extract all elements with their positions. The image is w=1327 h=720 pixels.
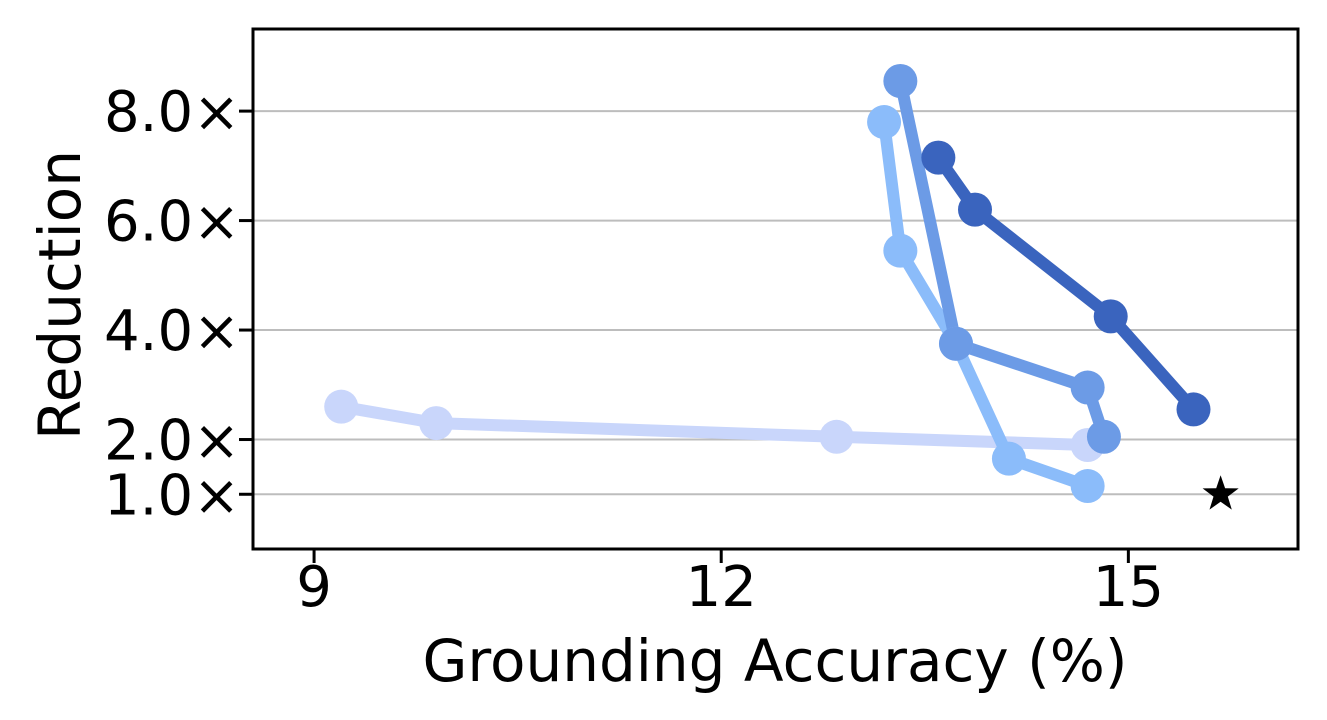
data-point [324, 389, 359, 424]
gridlines [253, 110, 1298, 496]
reference-star-marker [1202, 475, 1239, 510]
x-tick-label: 15 [1093, 555, 1164, 620]
series-line [335, 400, 1094, 451]
data-point [1093, 299, 1128, 334]
y-tick-label: 1.0× [104, 463, 240, 528]
data-point [867, 105, 902, 140]
y-tick-label: 4.0× [104, 299, 240, 364]
data-point [419, 406, 454, 441]
data-point [939, 326, 973, 361]
x-axis-label: Grounding Accuracy (%) [422, 627, 1127, 695]
data-point [819, 419, 854, 454]
data-point [1176, 392, 1211, 427]
data-markers [324, 64, 1239, 510]
x-tick-label: 9 [296, 555, 332, 620]
data-point [883, 64, 918, 98]
x-tick-label: 12 [686, 555, 757, 620]
data-point [883, 233, 918, 268]
data-point [1086, 419, 1121, 454]
data-point [1070, 469, 1105, 504]
y-tick-label: 6.0× [104, 190, 240, 255]
plot-frame [251, 27, 1300, 551]
series-line [894, 75, 1110, 443]
y-tick-label: 2.0× [104, 409, 240, 474]
data-point [991, 441, 1026, 476]
data-point [921, 140, 956, 175]
y-axis-label: Reduction [26, 150, 94, 440]
series-line [932, 151, 1200, 416]
data-point [958, 192, 992, 227]
series-lines [335, 75, 1200, 493]
y-tick-label: 8.0× [104, 80, 240, 145]
data-point [1070, 370, 1105, 405]
axis-ticks: 1.0×2.0× 4.0× 6.0× 8.0× 9 12 15 [104, 80, 1164, 620]
